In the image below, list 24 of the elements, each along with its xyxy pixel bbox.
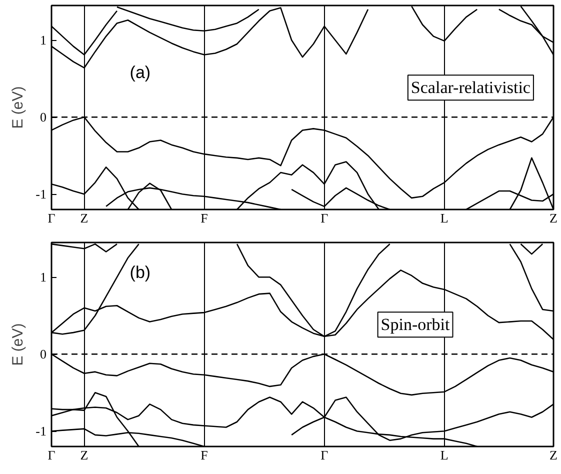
y-tick-label: 1 <box>40 270 46 285</box>
annotation: (b) <box>130 262 151 282</box>
annotation: Spin-orbit <box>380 315 450 334</box>
x-tick-label: L <box>440 210 448 226</box>
x-tick-label: Γ <box>320 210 329 226</box>
x-tick-label: F <box>200 210 208 226</box>
x-tick-label: Z <box>550 448 558 462</box>
x-tick-label: Γ <box>48 210 56 226</box>
y-tick-label: 0 <box>40 110 46 125</box>
x-tick-label: Z <box>80 210 88 226</box>
y-tick-label: -1 <box>36 186 47 202</box>
annotation: (a) <box>130 62 151 82</box>
x-tick-label: Z <box>80 448 88 462</box>
x-tick-label: Γ <box>320 448 329 462</box>
x-tick-label: Γ <box>48 448 56 462</box>
x-tick-label: F <box>200 448 208 462</box>
y-tick-label: -1 <box>36 424 47 439</box>
x-tick-label: Z <box>550 210 558 226</box>
y-tick-label: 0 <box>40 346 46 362</box>
y-axis-title: E (eV) <box>10 86 27 129</box>
x-tick-label: L <box>440 448 448 462</box>
annotation: Scalar-relativistic <box>410 78 531 98</box>
y-tick-label: 1 <box>40 32 46 48</box>
y-axis-title: E (eV) <box>10 323 27 366</box>
